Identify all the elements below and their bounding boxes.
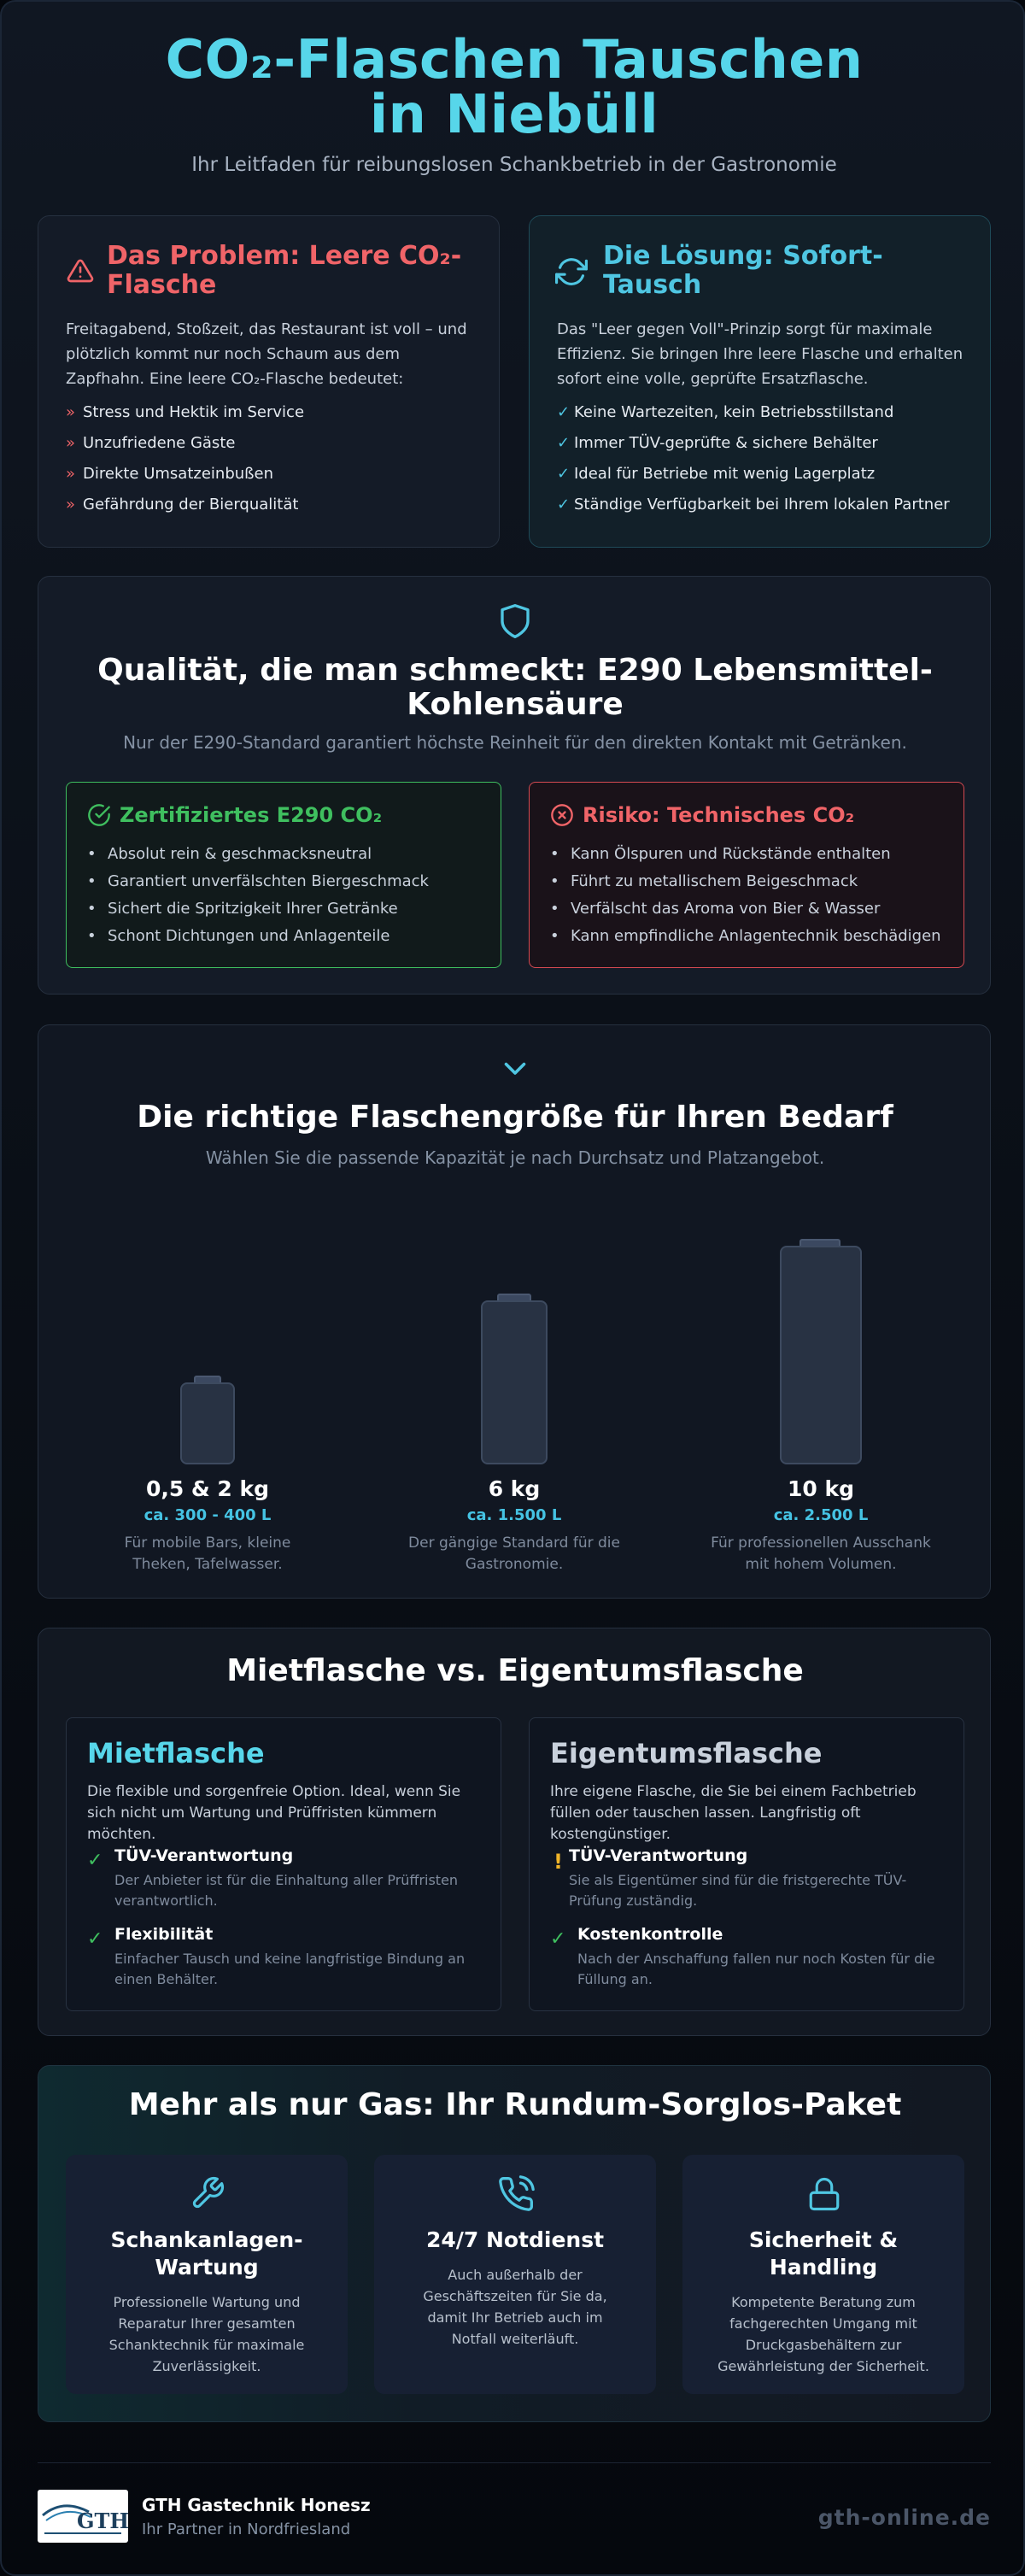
service-description: Professionelle Wartung und Reparatur Ihr… xyxy=(108,2294,305,2374)
bottle-size-label: 6 kg xyxy=(488,1476,541,1501)
good-box-title: Zertifiziertes E290 CO₂ xyxy=(120,803,383,827)
sizes-subtitle: Wählen Sie die passende Kapazität je nac… xyxy=(205,1147,825,1168)
bottle-capacity-label: ca. 1.500 L xyxy=(466,1506,562,1524)
lock-icon xyxy=(806,2175,842,2216)
bottle-description: Für professionellen Ausschank mit hohem … xyxy=(711,1534,931,1573)
bottle-sizes-section: Die richtige Flaschengröße für Ihren Bed… xyxy=(38,1024,991,1599)
solution-title: Die Lösung: Sofort-Tausch xyxy=(603,241,883,300)
logo-text: GTH xyxy=(77,2509,128,2533)
service-card-maintenance: Schankanlagen-Wartung Professionelle War… xyxy=(66,2155,348,2394)
x-circle-icon xyxy=(550,803,574,830)
bottle-size-label: 10 kg xyxy=(787,1476,854,1501)
exclamation-icon: ! xyxy=(554,1850,563,1874)
technical-co2-risk-box: Risiko: Technisches CO₂ • Kann Ölspuren u… xyxy=(529,782,964,968)
footer: GTH GTH Gastechnik Honesz Ihr Partner in… xyxy=(38,2490,991,2544)
warning-triangle-icon xyxy=(66,257,95,288)
rent-title: Mietflasche xyxy=(87,1737,265,1769)
service-title: 24/7 Notdienst xyxy=(425,2227,605,2252)
bottle-large-graphic xyxy=(780,1246,862,1464)
bottle-small-graphic xyxy=(180,1382,235,1464)
service-title: Sicherheit & Handling xyxy=(748,2227,899,2280)
list-item: • Sichert die Spritzigkeit Ihrer Getränke xyxy=(87,900,398,918)
list-item: ✓ Keine Wartezeiten, kein Betriebsstillst… xyxy=(557,403,894,421)
list-item: ✓ Immer TÜV-geprüfte & sichere Behälter xyxy=(557,434,878,452)
compare-section: Mietflasche vs. Eigentumsflasche Mietfla… xyxy=(38,1628,991,2036)
problem-title: Das Problem: Leere CO₂-Flasche xyxy=(107,241,462,300)
company-name: GTH Gastechnik Honesz xyxy=(142,2495,371,2515)
problem-card: Das Problem: Leere CO₂-Flasche Freitagab… xyxy=(38,215,500,548)
hero-section: CO₂-Flaschen Tauschen in Niebüll Ihr Lei… xyxy=(2,28,1023,177)
problem-list: » Stress und Hektik im Service » Unzufried… xyxy=(66,397,484,520)
list-item: » Unzufriedene Gäste xyxy=(66,434,236,452)
list-item: ✓ Ständige Verfügbarkeit bei Ihrem lokale… xyxy=(557,496,950,513)
bad-box-title: Risiko: Technisches CO₂ xyxy=(583,803,855,827)
list-item: • Kann empfindliche Anlagentechnik beschä… xyxy=(550,927,941,945)
service-description: Kompetente Beratung zum fachgerechten Um… xyxy=(718,2294,929,2374)
footer-divider xyxy=(38,2462,991,2463)
sizes-title: Die richtige Flaschengröße für Ihren Bed… xyxy=(137,1100,893,1135)
list-item: • Schont Dichtungen und Anlagenteile xyxy=(87,927,390,945)
bottle-medium-graphic xyxy=(481,1300,548,1464)
page-subtitle: Ihr Leitfaden für reibungslosen Schankbe… xyxy=(191,154,837,176)
quality-title: Qualität, die man schmeckt: E290 Lebensm… xyxy=(97,653,933,722)
check-mark-icon: ✓ xyxy=(87,1850,103,1871)
company-tagline: Ihr Partner in Nordfriesland xyxy=(142,2520,351,2538)
e290-good-box: Zertifiziertes E290 CO₂ • Absolut rein & … xyxy=(66,782,501,968)
own-title: Eigentumsflasche xyxy=(550,1737,823,1769)
bottle-description: Der gängige Standard für die Gastronomie… xyxy=(408,1534,620,1573)
company-logo: GTH xyxy=(38,2490,128,2543)
list-item: • Garantiert unverfälschten Biergeschmack xyxy=(87,872,429,890)
check-mark-icon: ✓ xyxy=(87,1928,103,1950)
bottle-size-label: 0,5 & 2 kg xyxy=(145,1476,270,1501)
list-item: » Stress und Hektik im Service xyxy=(66,403,305,421)
check-circle-icon xyxy=(87,803,111,830)
list-item: • Kann Ölspuren und Rückstände enthalten xyxy=(550,845,891,863)
own-text: Ihre eigene Flasche, die Sie bei einem F… xyxy=(550,1783,917,1843)
list-item: • Führt zu metallischem Beigeschmack xyxy=(550,872,858,890)
solution-list: ✓ Keine Wartezeiten, kein Betriebsstillst… xyxy=(557,397,984,520)
shield-icon xyxy=(498,602,532,643)
service-description: Auch außerhalb der Geschäftszeiten für S… xyxy=(423,2267,607,2347)
solution-card: Die Lösung: Sofort-Tausch Das "Leer gege… xyxy=(529,215,991,548)
list-item: • Absolut rein & geschmacksneutral xyxy=(87,845,372,863)
quality-subtitle: Nur der E290-Standard garantiert höchste… xyxy=(123,732,907,753)
rent-bottle-box: Mietflasche Die flexible und sorgenfreie… xyxy=(66,1717,501,2011)
website-link[interactable]: gth-online.de xyxy=(817,2505,991,2530)
service-card-emergency: 24/7 Notdienst Auch außerhalb der Geschä… xyxy=(374,2155,656,2394)
list-item: » Gefährdung der Bierqualität xyxy=(66,496,299,513)
wrench-icon xyxy=(190,2175,226,2215)
problem-text: Freitagabend, Stoßzeit, das Restaurant i… xyxy=(66,320,467,388)
service-card-safety: Sicherheit & Handling Kompetente Beratun… xyxy=(682,2155,964,2394)
list-item: ✓ Ideal für Betriebe mit wenig Lagerplatz xyxy=(557,465,876,483)
bad-box-list: • Kann Ölspuren und Rückstände enthalten … xyxy=(550,841,960,950)
phone-icon xyxy=(497,2175,535,2216)
refresh-icon xyxy=(555,255,588,291)
bottle-capacity-label: ca. 2.500 L xyxy=(773,1506,869,1524)
services-title: Mehr als nur Gas: Ihr Rundum-Sorglos-Pak… xyxy=(128,2087,902,2122)
page-title: CO₂-Flaschen Tauschen in Niebüll xyxy=(165,28,864,145)
solution-text: Das "Leer gegen Voll"-Prinzip sorgt für … xyxy=(557,320,964,388)
chevron-down-icon xyxy=(500,1058,530,1082)
list-item: » Direkte Umsatzeinbußen xyxy=(66,465,273,483)
services-section: Mehr als nur Gas: Ihr Rundum-Sorglos-Pak… xyxy=(38,2065,991,2422)
check-mark-icon: ✓ xyxy=(550,1928,566,1950)
service-title: Schankanlagen-Wartung xyxy=(110,2227,303,2280)
compare-title: Mietflasche vs. Eigentumsflasche xyxy=(226,1653,804,1688)
own-bottle-box: Eigentumsflasche Ihre eigene Flasche, di… xyxy=(529,1717,964,2011)
rent-text: Die flexible und sorgenfreie Option. Ide… xyxy=(87,1783,461,1843)
good-box-list: • Absolut rein & geschmacksneutral • Garan… xyxy=(87,841,489,950)
logo-graphic xyxy=(42,2504,121,2534)
bottle-description: Für mobile Bars, kleine Theken, Tafelwas… xyxy=(124,1534,291,1573)
list-item: • Verfälscht das Aroma von Bier & Wasser xyxy=(550,900,881,918)
bottle-capacity-label: ca. 300 - 400 L xyxy=(144,1506,272,1524)
quality-section: Qualität, die man schmeckt: E290 Lebensm… xyxy=(38,576,991,995)
